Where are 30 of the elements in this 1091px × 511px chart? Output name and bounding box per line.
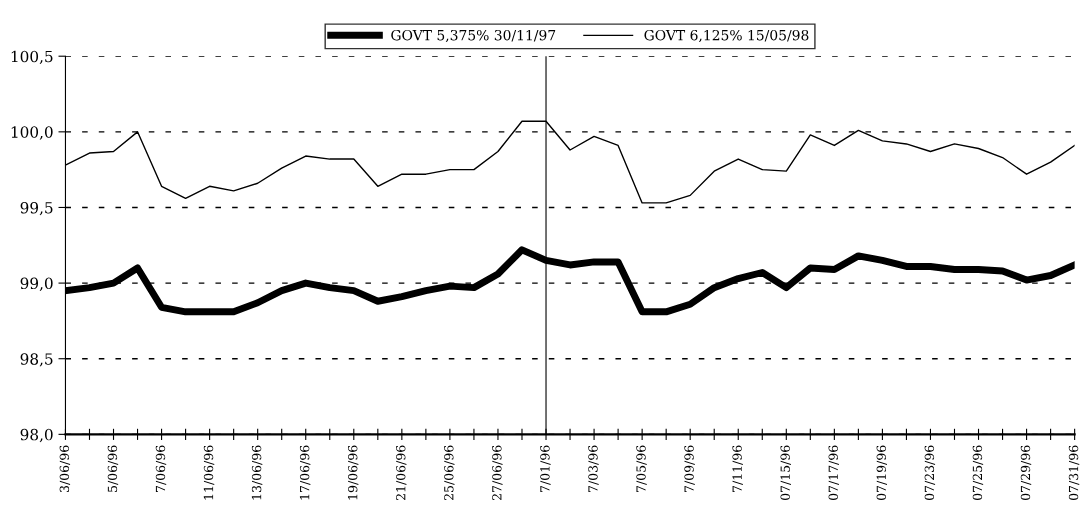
x-tick-label: 7/11/96: [732, 445, 743, 492]
x-tick-label: 5/06/96: [107, 445, 119, 492]
x-tick-label: 17/06/96: [299, 445, 311, 500]
y-tick-label: 98,5: [20, 353, 53, 367]
x-tick-label: 13/06/96: [251, 445, 263, 500]
x-tick-label: 7/06/96: [155, 445, 167, 492]
y-tick-label: 99,0: [20, 277, 53, 291]
x-tick-label: 07/23/96: [924, 445, 936, 501]
y-tick-label: 98,0: [20, 428, 53, 443]
x-tick-label: 27/06/96: [492, 445, 503, 501]
x-tick-label: 07/31/96: [1068, 445, 1080, 501]
x-tick-label: 7/09/96: [684, 445, 695, 492]
x-tick-label: 7/01/96: [540, 445, 551, 492]
x-tick-label: 07/15/96: [780, 445, 791, 501]
y-tick-label: 100,0: [11, 126, 53, 140]
y-tick-label: 100,5: [11, 50, 53, 65]
x-tick-label: 7/05/96: [636, 445, 647, 492]
y-tick-label: 99,5: [20, 201, 53, 216]
x-tick-label: 07/17/96: [828, 445, 839, 501]
x-tick-label: 25/06/96: [444, 445, 455, 501]
x-tick-label: 7/03/96: [588, 445, 599, 492]
x-tick-label: 07/25/96: [972, 445, 984, 501]
x-tick-label: 3/06/96: [59, 445, 71, 492]
x-tick-label: 07/29/96: [1020, 445, 1032, 501]
x-tick-label: 07/19/96: [876, 445, 888, 501]
legend-label: GOVT 5,375% 30/11/97: [391, 29, 556, 43]
x-tick-label: 11/06/96: [203, 445, 215, 500]
x-tick-label: 19/06/96: [347, 445, 359, 500]
x-tick-label: 21/06/96: [396, 445, 407, 501]
legend-label: GOVT 6,125% 15/05/98: [644, 29, 809, 43]
